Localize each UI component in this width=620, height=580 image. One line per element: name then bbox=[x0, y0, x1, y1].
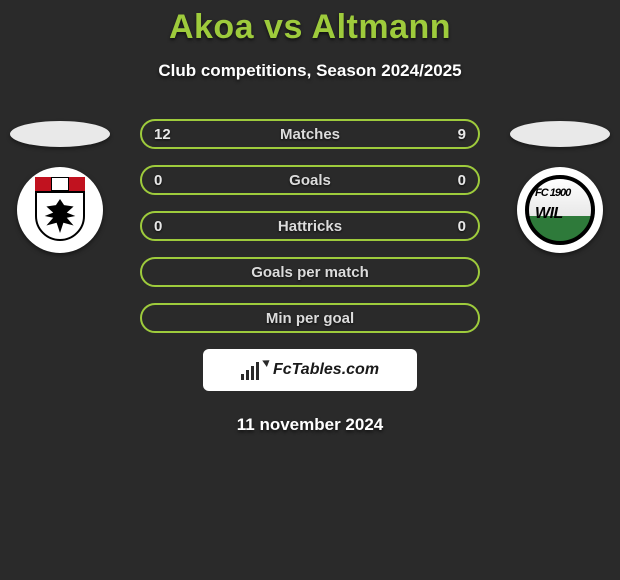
subtitle: Club competitions, Season 2024/2025 bbox=[0, 61, 620, 81]
stat-row-goals: 0 Goals 0 bbox=[140, 165, 480, 195]
stat-right-value: 0 bbox=[458, 218, 466, 235]
wil-logo-icon: FC 1900 WIL bbox=[525, 175, 595, 245]
stat-row-hattricks: 0 Hattricks 0 bbox=[140, 211, 480, 241]
stats-area: FC 1900 WIL 12 Matches 9 0 Goals 0 0 Hat… bbox=[0, 119, 620, 435]
stat-row-min-per-goal: Min per goal bbox=[140, 303, 480, 333]
brand-watermark: FcTables.com bbox=[203, 349, 417, 391]
stats-rows: 12 Matches 9 0 Goals 0 0 Hattricks 0 Goa… bbox=[140, 119, 480, 333]
stat-label: Matches bbox=[280, 126, 340, 143]
right-player-avatar bbox=[510, 121, 610, 147]
brand-arrow-icon bbox=[243, 360, 267, 380]
page-title: Akoa vs Altmann bbox=[0, 8, 620, 47]
left-player-column bbox=[10, 119, 110, 253]
brand-text: FcTables.com bbox=[273, 361, 379, 379]
right-player-column: FC 1900 WIL bbox=[510, 119, 610, 253]
stat-right-value: 9 bbox=[458, 126, 466, 143]
left-player-avatar bbox=[10, 121, 110, 147]
stat-left-value: 0 bbox=[154, 172, 162, 189]
stat-label: Min per goal bbox=[266, 310, 354, 327]
stat-left-value: 0 bbox=[154, 218, 162, 235]
comparison-card: Akoa vs Altmann Club competitions, Seaso… bbox=[0, 0, 620, 435]
stat-label: Goals per match bbox=[251, 264, 369, 281]
stat-row-goals-per-match: Goals per match bbox=[140, 257, 480, 287]
aarau-logo-icon bbox=[32, 177, 88, 243]
left-club-logo bbox=[17, 167, 103, 253]
stat-label: Hattricks bbox=[278, 218, 342, 235]
date-label: 11 november 2024 bbox=[0, 415, 620, 435]
stat-left-value: 12 bbox=[154, 126, 171, 143]
stat-row-matches: 12 Matches 9 bbox=[140, 119, 480, 149]
stat-label: Goals bbox=[289, 172, 331, 189]
right-club-logo: FC 1900 WIL bbox=[517, 167, 603, 253]
stat-right-value: 0 bbox=[458, 172, 466, 189]
